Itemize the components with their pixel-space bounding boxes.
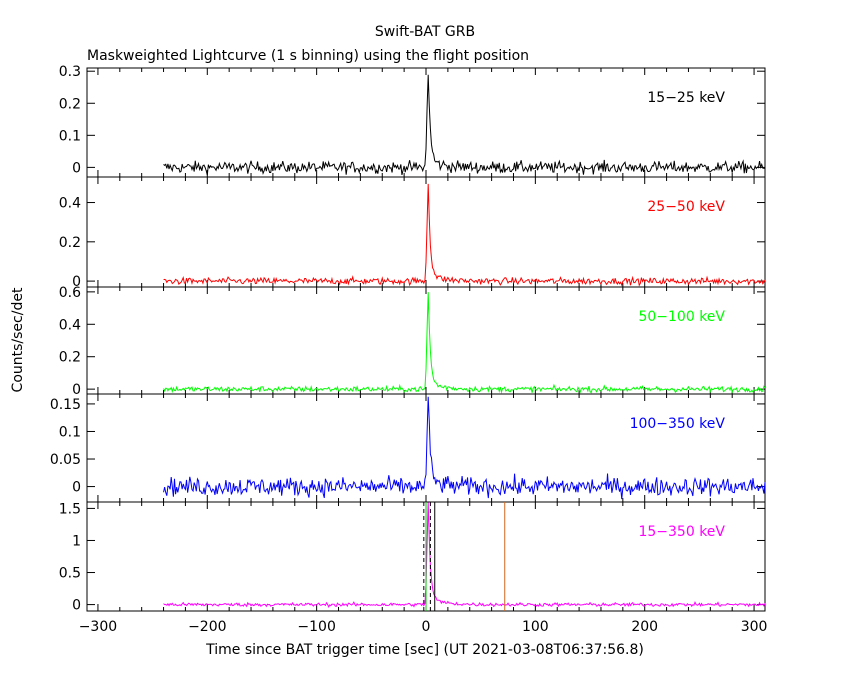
y-tick-label: 0.5	[59, 566, 81, 582]
y-tick-label: 0	[72, 382, 81, 398]
series-line	[163, 502, 766, 608]
series-line	[163, 396, 766, 500]
chart-subtitle: Maskweighted Lightcurve (1 s binning) us…	[87, 48, 529, 64]
x-axis-label: Time since BAT trigger time [sec] (UT 20…	[205, 642, 644, 658]
x-tick-label: 0	[422, 619, 431, 635]
y-tick-label: 0.1	[59, 128, 81, 144]
x-tick-label: −200	[188, 619, 226, 635]
x-tick-label: 300	[741, 619, 768, 635]
y-tick-label: 1.5	[59, 501, 81, 517]
panel-frame	[86, 67, 766, 178]
panel-4: 0 0.05 0.1 0.15 100−350 keV	[50, 393, 766, 503]
series-label: 100−350 keV	[630, 416, 726, 432]
y-tick-label: 0.15	[50, 397, 81, 413]
series-line	[163, 74, 766, 176]
x-tick-label: −300	[79, 619, 117, 635]
panel-5: 0 0.5 1 1.5 15−350 keV	[59, 501, 766, 614]
y-axis-label: Counts/sec/det	[10, 287, 26, 392]
y-tick-label: 0.4	[59, 196, 81, 212]
y-tick-label: 0	[72, 274, 81, 290]
y-tick-label: 1	[72, 533, 81, 549]
y-tick-label: 0	[72, 480, 81, 496]
series-label: 50−100 keV	[638, 309, 725, 325]
y-tick-label: 0.1	[59, 424, 81, 440]
series-line	[163, 292, 766, 395]
y-tick-label: 0	[72, 598, 81, 614]
y-tick-label: 0	[72, 160, 81, 176]
chart-title: Swift-BAT GRB	[375, 24, 475, 40]
y-tick-label: 0.2	[59, 96, 81, 112]
series-label: 15−350 keV	[638, 524, 725, 540]
y-tick-label: 0.2	[59, 235, 81, 251]
series-label: 15−25 keV	[647, 90, 725, 106]
y-tick-label: 0.05	[50, 452, 81, 468]
y-tick-label: 0.6	[59, 285, 81, 301]
x-tick-label: 100	[522, 619, 549, 635]
x-tick-label: −100	[297, 619, 335, 635]
series-label: 25−50 keV	[647, 199, 725, 215]
panel-1: 0 0.1 0.2 0.3 15−25 keV	[59, 64, 766, 178]
series-line	[163, 183, 766, 287]
y-tick-label: 0.2	[59, 350, 81, 366]
y-tick-label: 0.3	[59, 64, 81, 80]
panel-2: 0 0.2 0.4 25−50 keV	[59, 176, 766, 290]
panel-3: 0 0.2 0.4 0.6 50−100 keV	[59, 285, 766, 398]
x-tick-label: 200	[631, 619, 658, 635]
y-tick-label: 0.4	[59, 317, 81, 333]
